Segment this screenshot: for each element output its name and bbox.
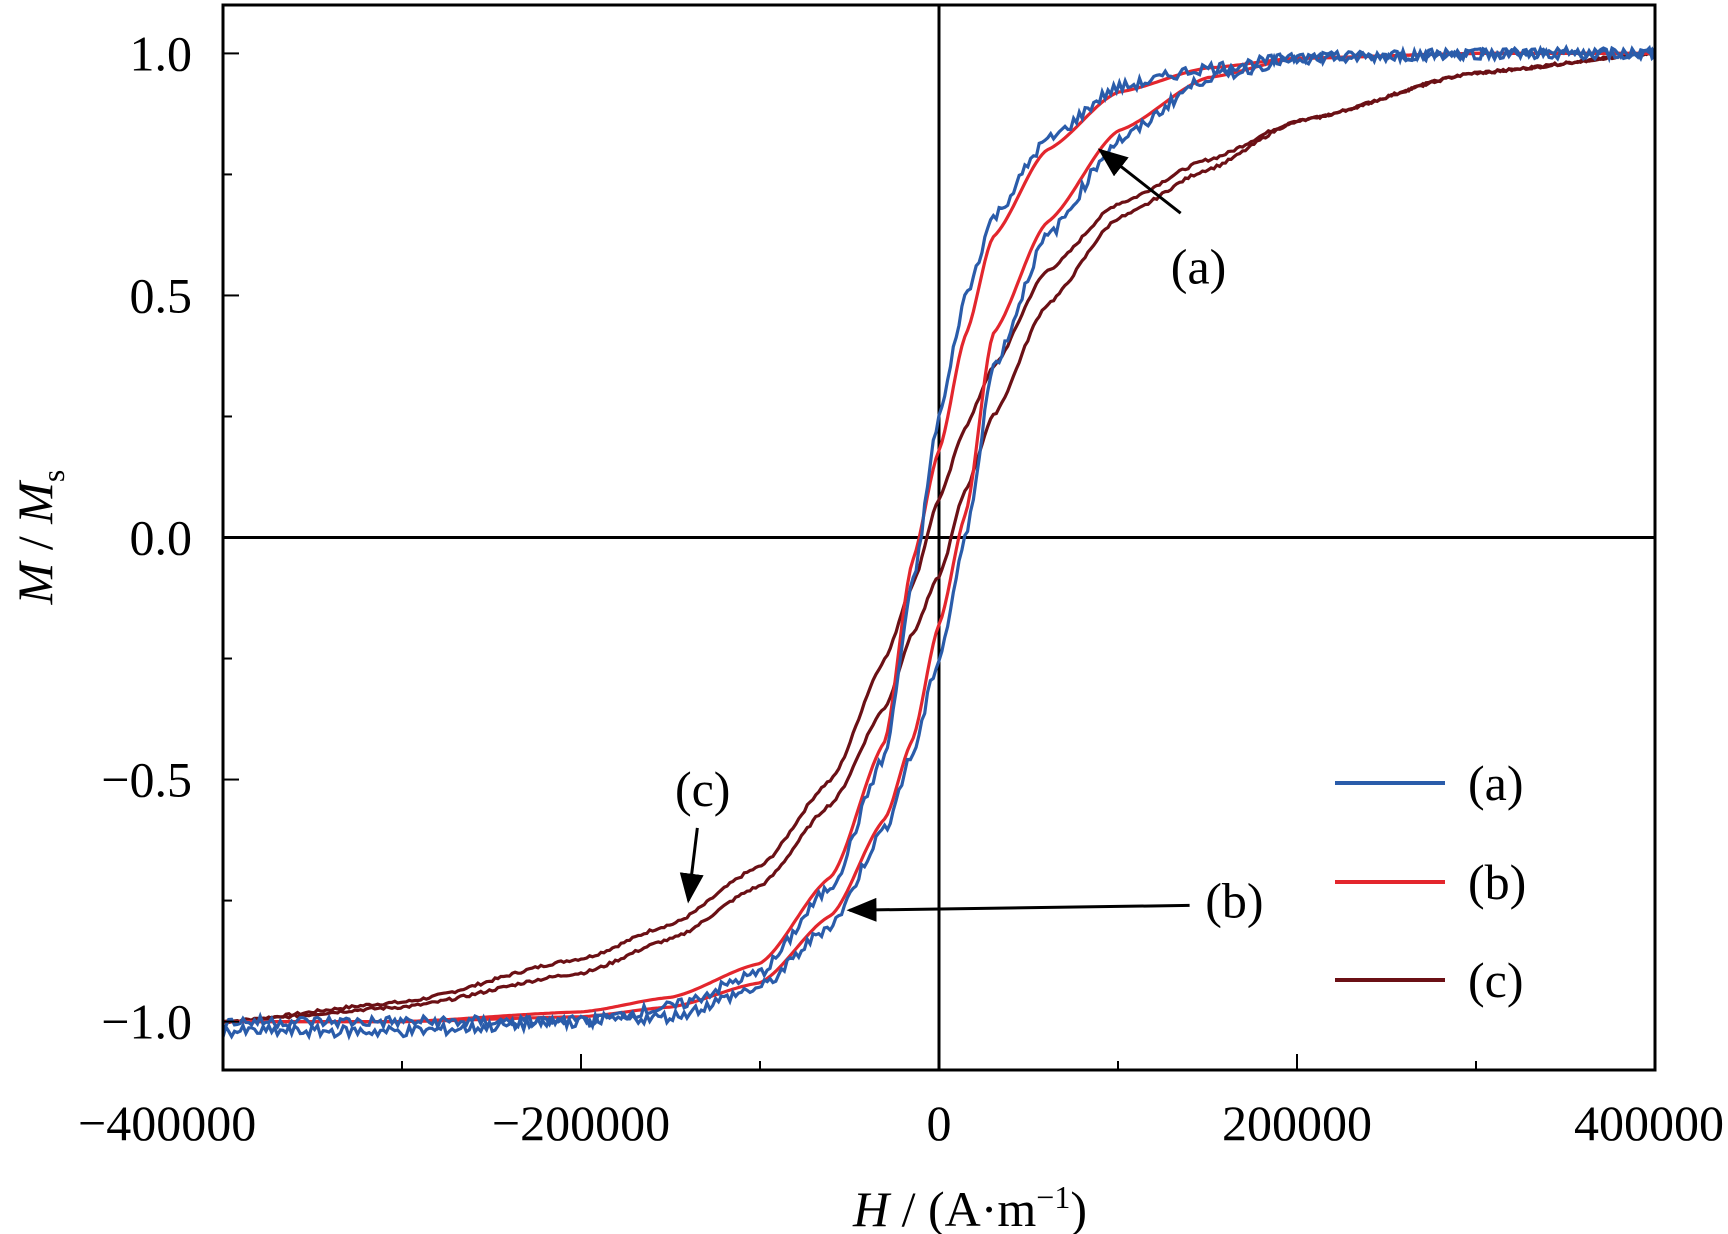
y-axis-title-symbol: M bbox=[7, 560, 63, 605]
x-axis-title-symbol: H bbox=[852, 1181, 892, 1234]
annotation-arrow bbox=[679, 827, 704, 904]
y-tick-label: −1.0 bbox=[101, 994, 192, 1050]
x-axis-title-exponent: −1 bbox=[1036, 1179, 1070, 1215]
series-c bbox=[222, 50, 1656, 1025]
x-tick-label: 400000 bbox=[1574, 1095, 1724, 1151]
annotation-label: (b) bbox=[1205, 873, 1263, 929]
y-axis-title: M / Ms bbox=[7, 470, 71, 606]
annotation-label: (c) bbox=[675, 761, 731, 817]
annotation-arrow bbox=[846, 897, 1190, 922]
y-tick-label: 1.0 bbox=[130, 25, 193, 81]
x-tick-label: −200000 bbox=[492, 1095, 670, 1151]
x-axis-title: H / (A·m−1) bbox=[852, 1179, 1087, 1234]
annotation-label: (a) bbox=[1171, 238, 1227, 294]
series-c-lower-branch bbox=[222, 50, 1656, 1025]
legend-label-b: (b) bbox=[1468, 854, 1526, 910]
annotations: (a) (b) (c) bbox=[675, 148, 1264, 929]
legend-label-a: (a) bbox=[1468, 755, 1524, 811]
series-a bbox=[221, 43, 1657, 1041]
y-tick-label: −0.5 bbox=[101, 752, 192, 808]
legend: (a) (b) (c) bbox=[1335, 755, 1526, 1008]
y-tick-label: 0.0 bbox=[130, 510, 193, 566]
y-axis-title-subscript: s bbox=[35, 470, 71, 482]
tick-labels: −400000 −200000 0 200000 400000 −1.0 −0.5 0.0 0.… bbox=[78, 25, 1724, 1151]
y-tick-label: 0.5 bbox=[130, 267, 193, 323]
legend-label-c: (c) bbox=[1468, 952, 1524, 1008]
y-axis-title-separator: / bbox=[7, 524, 63, 563]
x-axis-title-close: ) bbox=[1070, 1181, 1087, 1234]
y-axis-title-symbol-2: M bbox=[7, 480, 63, 525]
x-tick-label: −400000 bbox=[78, 1095, 256, 1151]
x-tick-label: 0 bbox=[927, 1095, 952, 1151]
annotation-arrow bbox=[1097, 148, 1182, 215]
axis-ticks bbox=[222, 52, 1656, 1070]
x-tick-label: 200000 bbox=[1222, 1095, 1372, 1151]
series-a-lower-branch bbox=[222, 45, 1657, 1033]
plot-area bbox=[221, 5, 1657, 1070]
x-axis-title-units: / (A·m bbox=[889, 1181, 1036, 1234]
